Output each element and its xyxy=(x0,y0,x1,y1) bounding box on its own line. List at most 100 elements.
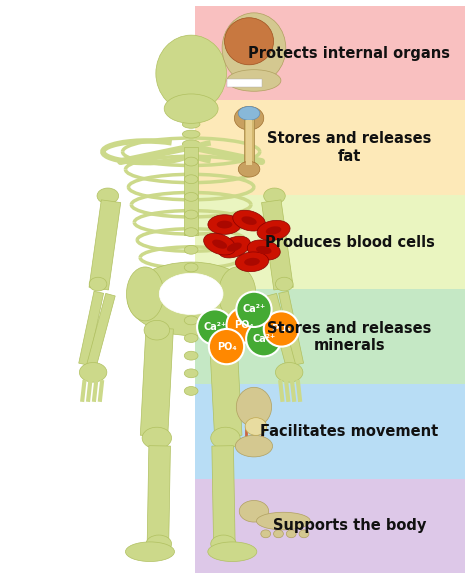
Circle shape xyxy=(197,309,232,345)
Ellipse shape xyxy=(236,252,269,272)
Ellipse shape xyxy=(184,298,198,307)
Ellipse shape xyxy=(257,221,290,240)
Ellipse shape xyxy=(233,210,265,231)
Ellipse shape xyxy=(273,530,283,538)
Ellipse shape xyxy=(164,94,218,123)
Ellipse shape xyxy=(217,221,232,229)
Ellipse shape xyxy=(234,107,264,130)
Bar xyxy=(87,294,115,367)
Ellipse shape xyxy=(184,316,198,325)
Ellipse shape xyxy=(184,387,198,395)
Ellipse shape xyxy=(184,351,198,360)
Ellipse shape xyxy=(275,277,293,291)
Ellipse shape xyxy=(244,258,260,266)
Text: Protects internal organs: Protects internal organs xyxy=(248,46,450,61)
Bar xyxy=(147,446,171,544)
Ellipse shape xyxy=(184,263,198,272)
Bar xyxy=(195,6,465,100)
Circle shape xyxy=(209,329,244,364)
Bar xyxy=(209,328,242,437)
Ellipse shape xyxy=(146,535,172,553)
Circle shape xyxy=(227,307,262,343)
Ellipse shape xyxy=(184,369,198,378)
Ellipse shape xyxy=(182,120,200,129)
Bar xyxy=(262,200,293,290)
Ellipse shape xyxy=(219,236,250,258)
Ellipse shape xyxy=(80,362,107,382)
Ellipse shape xyxy=(247,240,280,260)
Ellipse shape xyxy=(238,162,260,177)
Bar xyxy=(89,200,121,290)
Ellipse shape xyxy=(184,281,198,290)
Ellipse shape xyxy=(184,192,198,201)
Circle shape xyxy=(264,312,299,347)
Text: PO₄: PO₄ xyxy=(234,320,254,330)
Ellipse shape xyxy=(208,215,241,234)
Bar xyxy=(195,290,465,384)
Ellipse shape xyxy=(144,320,170,340)
Ellipse shape xyxy=(261,530,271,538)
Ellipse shape xyxy=(227,243,242,252)
Ellipse shape xyxy=(184,245,198,254)
Ellipse shape xyxy=(256,512,310,530)
Ellipse shape xyxy=(245,417,267,435)
Ellipse shape xyxy=(208,542,257,562)
Bar xyxy=(279,291,303,365)
Ellipse shape xyxy=(219,267,256,321)
Text: PO₄: PO₄ xyxy=(272,324,291,334)
Ellipse shape xyxy=(211,535,236,553)
Ellipse shape xyxy=(275,362,303,382)
Ellipse shape xyxy=(127,267,164,321)
Bar xyxy=(195,100,465,195)
Bar xyxy=(195,384,465,479)
Ellipse shape xyxy=(241,217,257,225)
Text: Ca²⁺: Ca²⁺ xyxy=(203,322,227,332)
Ellipse shape xyxy=(222,13,286,83)
Bar xyxy=(227,79,262,87)
Ellipse shape xyxy=(239,500,269,522)
Bar xyxy=(79,291,104,365)
Text: Ca²⁺: Ca²⁺ xyxy=(242,305,265,314)
Ellipse shape xyxy=(204,233,236,255)
Ellipse shape xyxy=(235,435,273,457)
Ellipse shape xyxy=(256,246,272,254)
Ellipse shape xyxy=(142,427,172,449)
Ellipse shape xyxy=(184,228,198,237)
Bar xyxy=(244,116,254,167)
Ellipse shape xyxy=(264,188,285,204)
Ellipse shape xyxy=(128,262,255,336)
Ellipse shape xyxy=(225,18,273,65)
Ellipse shape xyxy=(227,69,281,91)
Bar xyxy=(184,147,198,235)
Bar xyxy=(195,195,465,290)
Ellipse shape xyxy=(156,35,227,112)
Text: Supports the body: Supports the body xyxy=(273,518,426,533)
Text: Produces blood cells: Produces blood cells xyxy=(264,234,435,250)
Bar xyxy=(140,328,173,437)
Circle shape xyxy=(246,321,282,357)
Bar xyxy=(195,479,465,573)
Text: Facilitates movement: Facilitates movement xyxy=(260,424,438,439)
Ellipse shape xyxy=(159,273,223,314)
Ellipse shape xyxy=(126,542,174,562)
Ellipse shape xyxy=(211,427,240,449)
Bar xyxy=(212,446,235,544)
Ellipse shape xyxy=(182,140,200,148)
Ellipse shape xyxy=(97,188,118,204)
Ellipse shape xyxy=(184,175,198,184)
Bar xyxy=(246,120,252,165)
Ellipse shape xyxy=(182,130,200,138)
Ellipse shape xyxy=(299,530,309,538)
Ellipse shape xyxy=(237,387,272,427)
Ellipse shape xyxy=(286,530,296,538)
Circle shape xyxy=(237,292,272,327)
Ellipse shape xyxy=(212,240,227,249)
Text: Stores and releases
minerals: Stores and releases minerals xyxy=(267,321,432,353)
Ellipse shape xyxy=(266,226,281,234)
Ellipse shape xyxy=(184,210,198,219)
Text: PO₄: PO₄ xyxy=(217,342,237,351)
Text: Ca²⁺: Ca²⁺ xyxy=(252,334,275,344)
Ellipse shape xyxy=(238,107,260,120)
Ellipse shape xyxy=(89,277,107,291)
Bar xyxy=(267,294,296,367)
